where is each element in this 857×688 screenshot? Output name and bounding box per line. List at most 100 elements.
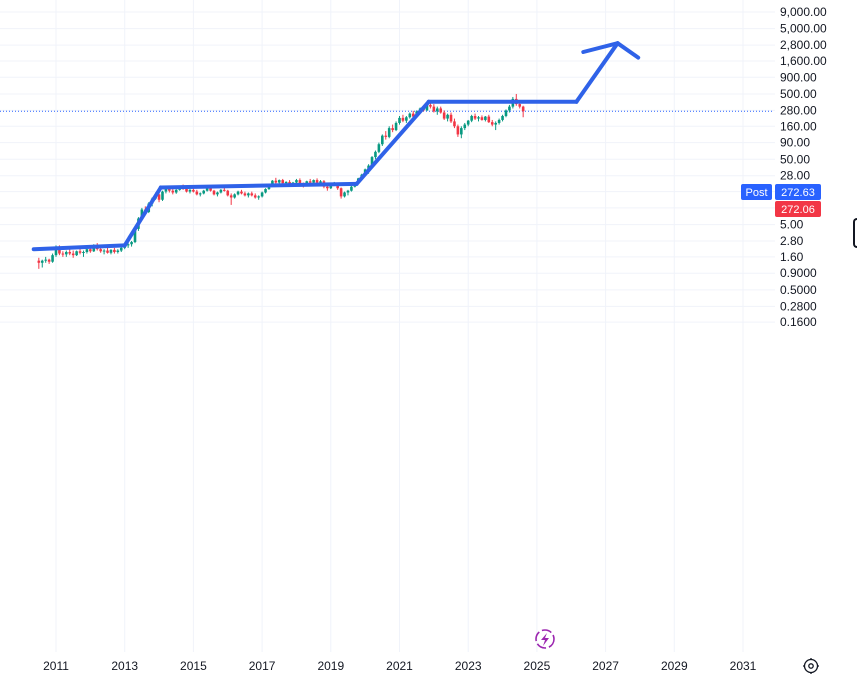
candle-body (140, 209, 144, 219)
candle-body (71, 253, 75, 256)
drawing-range-2011-2013[interactable] (31, 243, 127, 252)
candle-body (102, 250, 106, 252)
candle-body (501, 115, 504, 120)
candle-body (425, 104, 429, 111)
candle-body (198, 193, 202, 195)
y-tick-label: 500.00 (780, 87, 817, 101)
candle-body (288, 181, 291, 184)
candle-body (370, 157, 374, 166)
candle-body (384, 135, 388, 137)
y-tick-label: 0.9000 (780, 266, 817, 280)
drawing-arrow-right-wing[interactable] (615, 41, 641, 60)
candle-body (295, 180, 298, 183)
post-label-badge (741, 184, 772, 200)
y-tick-label: 9,000.00 (780, 5, 827, 19)
candle-body (133, 228, 137, 243)
x-axis[interactable]: 2011 2013 2015 2017 2019 2021 2023 2025 2027 2029… (43, 659, 757, 673)
post-price-badge (775, 184, 821, 200)
last-price-value: 272.06 (781, 204, 815, 216)
candle-body (109, 249, 113, 253)
candle-body (449, 114, 453, 122)
candle-body (466, 120, 470, 125)
candle-body (277, 180, 281, 183)
candle-body (82, 252, 85, 254)
candle-body (75, 251, 78, 256)
candle-body (78, 251, 82, 253)
x-tick-label: 2011 (43, 659, 69, 673)
candle-body (494, 122, 497, 125)
drawing-projection[interactable] (574, 41, 620, 104)
drawing-arrow-left-wing[interactable] (581, 41, 620, 54)
candle-body (473, 115, 477, 119)
candle-body (253, 195, 257, 198)
y-tick-label: 1,600.00 (780, 54, 827, 68)
candle-body (99, 249, 102, 252)
candle-body (229, 195, 233, 198)
candle-body (61, 253, 65, 255)
candle-body (47, 259, 51, 262)
y-tick-label: 0.5000 (780, 283, 817, 297)
candle-body (212, 190, 216, 195)
y-tick-label: 280.00 (780, 103, 817, 117)
candle-body (435, 108, 439, 112)
candle-body (343, 192, 346, 197)
candle-body (453, 121, 456, 127)
candle-body (477, 117, 480, 119)
candle-body (113, 249, 116, 253)
candle-body (401, 117, 405, 121)
y-tick-label: 2.80 (780, 234, 804, 248)
candle-body (130, 242, 133, 245)
candle-body (216, 192, 219, 195)
candle-body (116, 250, 120, 253)
x-tick-label: 2029 (661, 659, 688, 673)
candle-body (442, 112, 446, 119)
candle-body (281, 180, 285, 184)
candle-body (205, 188, 209, 191)
candle-body (339, 188, 343, 197)
lightning-icon[interactable] (535, 629, 555, 649)
side-panel-handle[interactable] (853, 218, 857, 248)
x-tick-label: 2027 (592, 659, 619, 673)
candle-body (223, 189, 226, 191)
candle-body (274, 180, 278, 183)
y-tick-label: 50.00 (780, 152, 810, 166)
candle-body (40, 260, 44, 263)
candle-body (377, 144, 381, 152)
candle-body (240, 191, 243, 194)
candle-body (346, 190, 350, 193)
drawing-range-2014-2019[interactable] (158, 181, 359, 190)
candle-body (487, 116, 491, 123)
candle-body (185, 188, 188, 192)
candle-body (460, 128, 463, 135)
candle-body (243, 193, 247, 196)
trend-drawings[interactable] (31, 41, 641, 252)
candle-body (463, 124, 467, 129)
candle-body (89, 249, 92, 252)
candle-body (490, 122, 494, 125)
candle-body (432, 106, 436, 112)
candle-body (188, 189, 192, 192)
lightning-bolt (541, 633, 549, 646)
y-tick-label: 28.00 (780, 169, 810, 183)
candle-body (106, 250, 109, 253)
drawing-breakout-2020[interactable] (354, 99, 431, 186)
candle-body (250, 193, 254, 196)
y-axis[interactable]: 9,000.00 5,000.00 2,800.00 1,600.00 900.00 50… (780, 5, 827, 329)
candle-body (326, 186, 329, 189)
candle-body (44, 259, 47, 261)
candle-body (257, 196, 260, 198)
candle-body (429, 104, 432, 107)
drawing-breakout-2013[interactable] (122, 185, 163, 248)
y-tick-label: 900.00 (780, 70, 817, 84)
y-tick-label: 0.1600 (780, 315, 817, 329)
candle-body (85, 249, 89, 253)
candle-body (51, 255, 54, 262)
candle-body (381, 135, 384, 145)
candle-body (37, 260, 41, 263)
post-label: Post (745, 187, 767, 199)
x-tick-label: 2019 (317, 659, 344, 673)
candle-body (521, 106, 525, 112)
settings-icon[interactable] (801, 656, 821, 676)
candle-body (315, 180, 319, 183)
